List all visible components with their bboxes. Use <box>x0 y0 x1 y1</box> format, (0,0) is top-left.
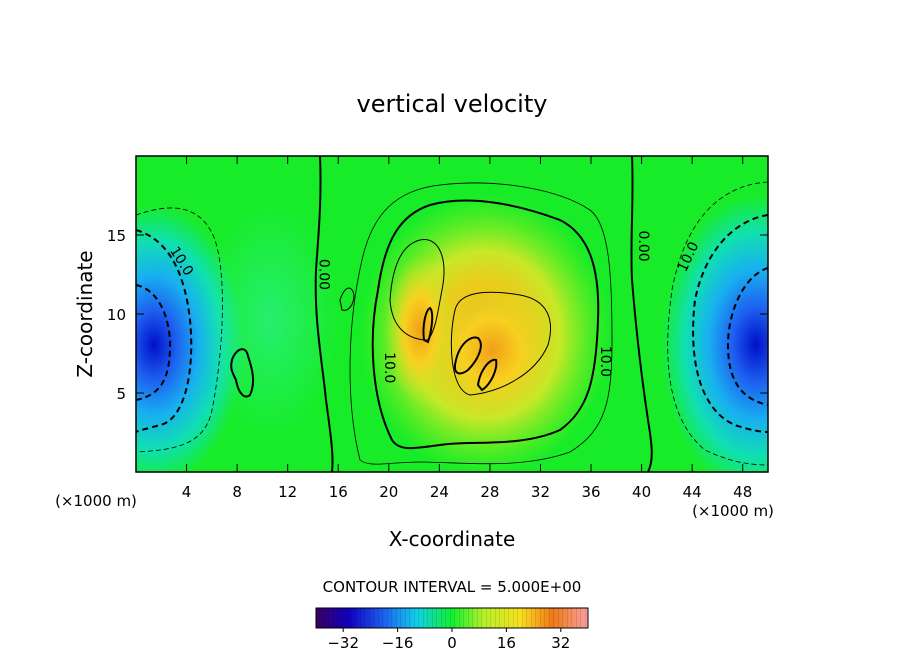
x-tick-label: 12 <box>278 483 297 501</box>
y-tick-label: 5 <box>116 385 126 403</box>
contour-15-right <box>450 291 552 396</box>
colorbar-tick-label: 32 <box>551 634 570 652</box>
contour-neg5-right <box>667 181 768 466</box>
contour-neg5-left <box>136 207 223 453</box>
x-unit-left: (×1000 m) <box>55 492 137 510</box>
colorbar-tick-label: 16 <box>497 634 516 652</box>
contour-label: 10.0 <box>381 352 397 383</box>
x-unit-right: (×1000 m) <box>692 502 774 520</box>
positive-core-right <box>427 280 557 420</box>
x-tick-label: 4 <box>182 483 192 501</box>
contour-neg10-right <box>692 214 768 433</box>
contour-neg10-left <box>136 229 193 433</box>
x-tick-label: 20 <box>379 483 398 501</box>
contour-small-blob-2 <box>339 287 355 311</box>
contour-20-right <box>453 336 482 375</box>
y-tick-label: 15 <box>107 227 126 245</box>
colorbar-tick-label: −16 <box>382 634 414 652</box>
x-tick-label: 40 <box>632 483 651 501</box>
x-tick-label: 24 <box>430 483 449 501</box>
contour-interval-label: CONTOUR INTERVAL = 5.000E+00 <box>323 578 582 596</box>
colorbar-tick-label: 0 <box>447 634 457 652</box>
contour-20-small <box>476 358 498 392</box>
x-tick-label: 8 <box>232 483 242 501</box>
colorbar-ticks: −32 −16 0 16 32 <box>327 628 570 652</box>
colorbar-stripes <box>316 608 588 628</box>
y-tick-label: 10 <box>107 306 126 324</box>
contour-20-left <box>422 306 434 344</box>
x-tick-label: 48 <box>733 483 752 501</box>
x-tick-label: 32 <box>531 483 550 501</box>
contour-zero-left <box>314 156 334 472</box>
contour-label: 0.00 <box>635 230 651 261</box>
contour-zero-right <box>630 156 653 472</box>
x-axis: 4 8 12 16 20 24 28 32 36 40 44 48 <box>182 156 752 501</box>
negative-region-right <box>661 195 768 472</box>
y-axis: 5 10 15 <box>107 227 768 403</box>
contour-15-left <box>389 239 445 341</box>
contour-neg20-left <box>136 284 172 401</box>
positive-core-left <box>385 255 455 405</box>
contour-5-outer <box>349 182 613 465</box>
contour-label: 10.0 <box>597 346 613 377</box>
chart-title: vertical velocity <box>357 90 548 118</box>
contour-lines <box>136 156 768 472</box>
contour-small-blob <box>230 348 255 398</box>
contour-neg20-right <box>726 267 768 406</box>
x-tick-label: 36 <box>581 483 600 501</box>
colorbar-tick-label: −32 <box>327 634 359 652</box>
colorbar: −32 −16 0 16 32 <box>315 607 589 652</box>
x-tick-label: 44 <box>683 483 702 501</box>
contour-10-center <box>371 199 600 450</box>
x-tick-label: 16 <box>329 483 348 501</box>
x-axis-label: X-coordinate <box>389 527 516 551</box>
contour-label: 0.00 <box>315 259 331 290</box>
x-tick-label: 28 <box>480 483 499 501</box>
y-axis-label: Z-coordinate <box>73 250 97 377</box>
